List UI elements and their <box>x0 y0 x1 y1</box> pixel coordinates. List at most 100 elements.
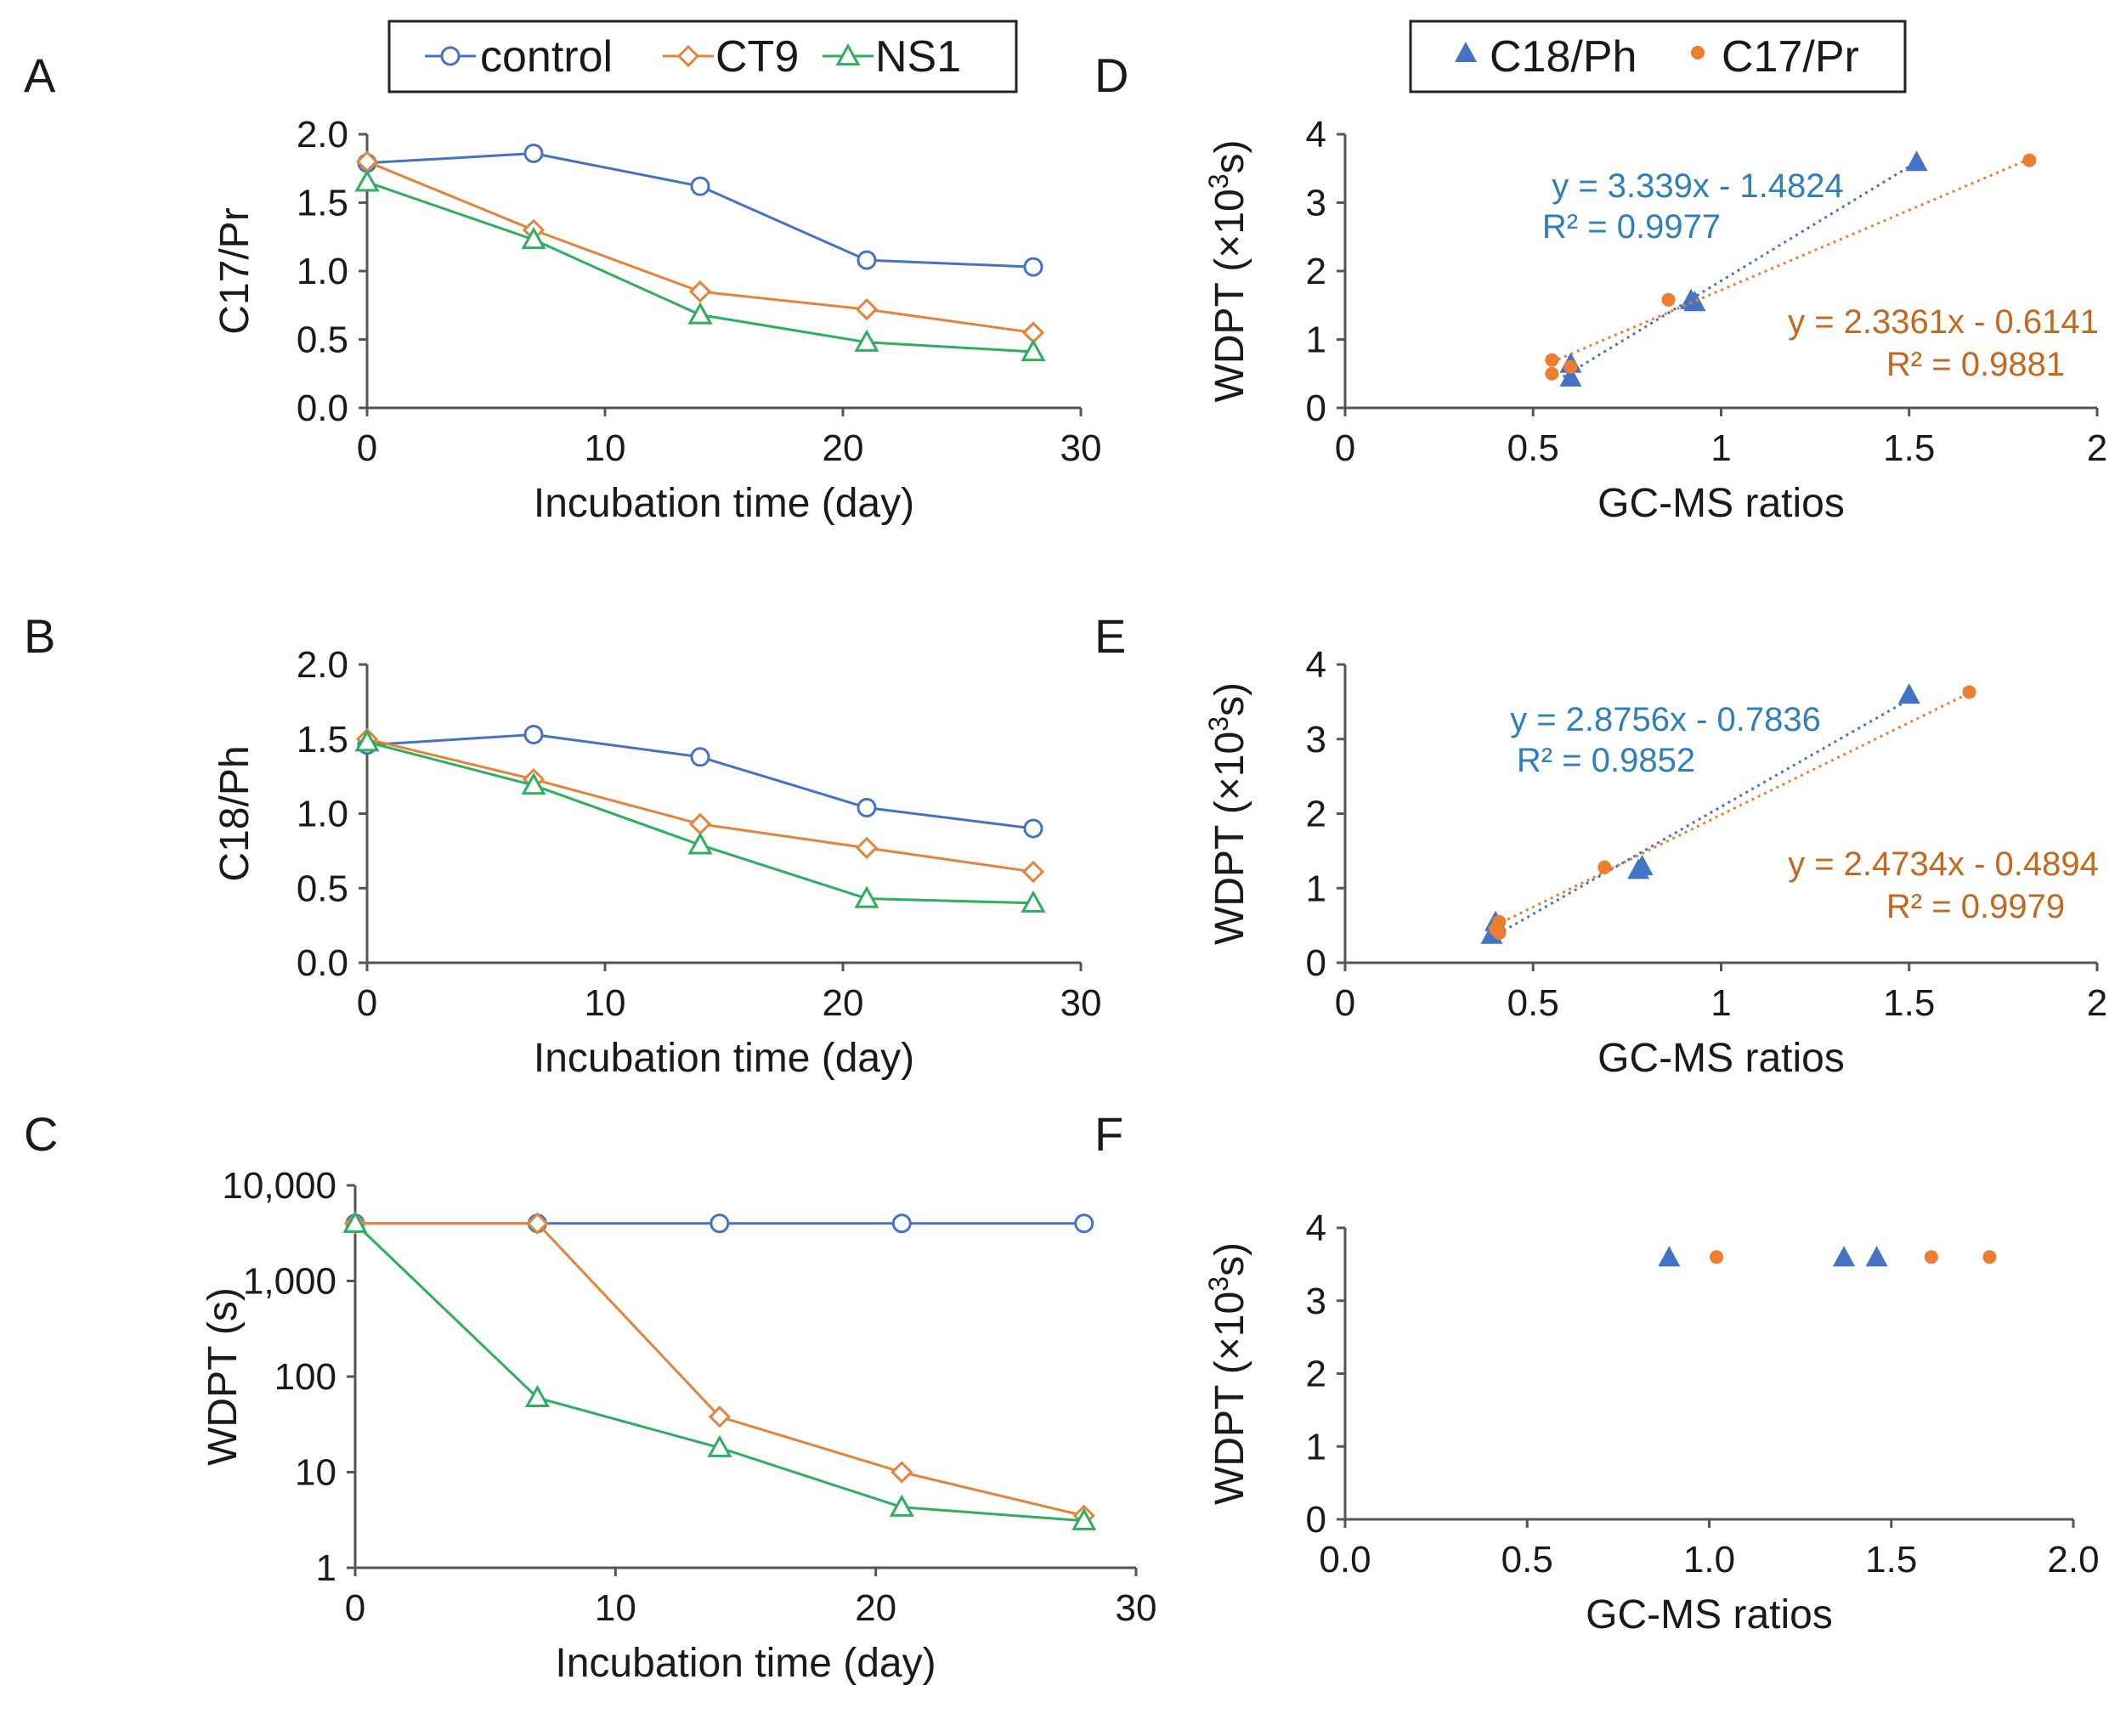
panel-b: B 0.0 0.5 1.0 1.5 2.0 0 10 20 30 Incubation time (… <box>24 609 1101 1081</box>
point-c18-ph-e <box>1897 683 1920 704</box>
trend-equation-c18-ph-d: y = 3.339x - 1.4824 <box>1552 167 1844 205</box>
y-axis-label-d: WDPT (×103s) <box>1203 140 1252 403</box>
panel-c: C 1 10 100 1,000 10,000 0 10 20 30 Incubation time… <box>24 1107 1156 1686</box>
x-axis-label-a: Incubation time (day) <box>534 481 914 526</box>
point-control-b <box>857 797 877 817</box>
legend-label-ns1: NS1 <box>875 32 961 82</box>
point-control-b <box>1023 818 1043 839</box>
point-ns1-b <box>687 832 713 855</box>
y-tick-label-d: 1 <box>1306 319 1326 361</box>
y-tick-label-c: 1,000 <box>243 1261 336 1303</box>
legend-right-entries: C18/Ph C17/Pr <box>1455 32 1859 82</box>
trendline-c18-ph-e <box>1490 698 1910 939</box>
point-c17-pr-d <box>1545 366 1559 381</box>
legend-marker-c18-ph <box>1455 42 1477 63</box>
point-ns1-b <box>354 729 380 752</box>
point-control-b <box>690 747 710 767</box>
x-tick-label-f: 1.0 <box>1683 1539 1735 1580</box>
y-tick-label-f: 0 <box>1306 1499 1326 1541</box>
y-tick-label-c: 10 <box>295 1452 336 1494</box>
point-ns1-b <box>854 885 879 908</box>
x-tick-label-a: 0 <box>357 427 377 469</box>
point-ct9-c <box>708 1405 731 1428</box>
y-axis-label-f: WDPT (×103s) <box>1203 1242 1252 1505</box>
point-c17-pr-f <box>1710 1250 1724 1264</box>
y-tick-label-a: 2.0 <box>297 114 348 156</box>
point-ct9-c <box>526 1212 549 1235</box>
x-tick-label-a: 10 <box>585 427 626 469</box>
y-tick-label-b: 1.0 <box>297 794 348 835</box>
point-ns1-c <box>889 1494 914 1517</box>
point-control-a <box>1023 257 1043 277</box>
point-c17-pr-d <box>1563 359 1578 374</box>
legend-left-entries: control CT9 NS1 <box>425 32 961 82</box>
x-tick-label-b: 10 <box>585 982 626 1024</box>
y-axis-label-end-d: s) <box>1207 140 1252 174</box>
x-axis-label-c: Incubation time (day) <box>555 1641 936 1686</box>
y-tick-label-b: 0.0 <box>297 942 348 984</box>
series-line-control-a <box>366 152 1034 269</box>
panel-f: F 0 1 2 3 4 0.0 0.5 1.0 1.5 2.0 GC-MS ratios WDPT (×… <box>1094 1107 2100 1637</box>
x-tick-label-b: 20 <box>823 982 864 1024</box>
x-axis-label-b: Incubation time (day) <box>534 1036 914 1081</box>
legend-right: C18/Ph C17/Pr <box>1409 20 1907 93</box>
point-ct9-a <box>688 280 712 303</box>
point-ns1-c <box>1071 1507 1097 1530</box>
x-tick-label-d: 2 <box>2087 427 2107 469</box>
x-tick-label-e: 0 <box>1335 982 1355 1024</box>
y-tick-label-d: 4 <box>1306 114 1326 156</box>
point-control-a <box>857 250 877 270</box>
legend-marker-c17-pr <box>1691 46 1705 59</box>
y-tick-label-e: 2 <box>1306 794 1326 835</box>
y-axis-label-a: C17/Pr <box>212 207 257 334</box>
y-axis-label-sup-d: 3 <box>1203 174 1234 189</box>
point-control-b <box>523 724 544 744</box>
panel-d: D 0 1 2 3 4 0 0.5 1 1.5 2 GC-MS ratios WDPT (×103s) y… <box>1094 48 2107 526</box>
point-c18-ph-d <box>1905 150 1928 172</box>
point-ns1-c <box>524 1384 550 1408</box>
y-tick-label-c: 1 <box>316 1547 336 1589</box>
y-tick-label-e: 4 <box>1306 644 1326 686</box>
x-tick-label-b: 0 <box>357 982 377 1024</box>
panel-label-f: F <box>1094 1107 1123 1161</box>
point-c17-pr-f <box>1924 1250 1938 1264</box>
y-tick-label-b: 2.0 <box>297 644 348 686</box>
y-axis-label-unit-f: ×10 <box>1207 1292 1252 1360</box>
x-tick-label-e: 2 <box>2087 982 2107 1024</box>
y-axis-label-sup-e: 3 <box>1203 716 1234 732</box>
point-c17-pr-e <box>1597 860 1612 874</box>
y-tick-label-f: 1 <box>1306 1426 1326 1467</box>
point-ns1-a <box>1021 338 1046 362</box>
series-line-ns1-a <box>366 180 1034 353</box>
point-ns1-a <box>521 226 546 250</box>
x-axis-label-e: GC-MS ratios <box>1597 1036 1845 1081</box>
x-tick-label-c: 20 <box>855 1587 896 1629</box>
point-control-c <box>710 1213 730 1234</box>
x-tick-label-c: 10 <box>595 1587 636 1629</box>
point-control-c <box>1074 1213 1094 1234</box>
y-tick-label-f: 4 <box>1306 1207 1326 1249</box>
y-tick-label-d: 0 <box>1306 387 1326 429</box>
legend-marker-ct9 <box>676 44 700 68</box>
y-axis-label-unit-d: ×10 <box>1207 189 1252 257</box>
point-ct9-b <box>688 812 712 835</box>
y-tick-label-e: 1 <box>1306 868 1326 909</box>
point-c18-ph-e <box>1631 854 1654 875</box>
panel-label-b: B <box>24 609 55 663</box>
y-tick-label-c: 100 <box>274 1356 336 1398</box>
trend-r2-c17-pr-d: R² = 0.9881 <box>1886 346 2065 383</box>
point-ct9-c <box>891 1461 913 1484</box>
x-tick-label-e: 1.5 <box>1883 982 1935 1024</box>
panel-e: E 0 1 2 3 4 0 0.5 1 1.5 2 GC-MS ratios WDPT (×103s) y… <box>1094 609 2107 1081</box>
point-ct9-a <box>855 297 879 321</box>
x-axis-label-f: GC-MS ratios <box>1586 1592 1833 1637</box>
legend-left: control CT9 NS1 <box>387 20 1018 93</box>
point-ns1-a <box>354 169 380 192</box>
legend-label-control: control <box>480 32 613 82</box>
panel-label-e: E <box>1094 609 1126 663</box>
x-tick-label-f: 0.5 <box>1501 1539 1553 1580</box>
point-c17-pr-e <box>1962 685 1976 699</box>
x-tick-label-d: 1.5 <box>1883 427 1935 469</box>
y-tick-label-a: 0.5 <box>297 319 348 361</box>
